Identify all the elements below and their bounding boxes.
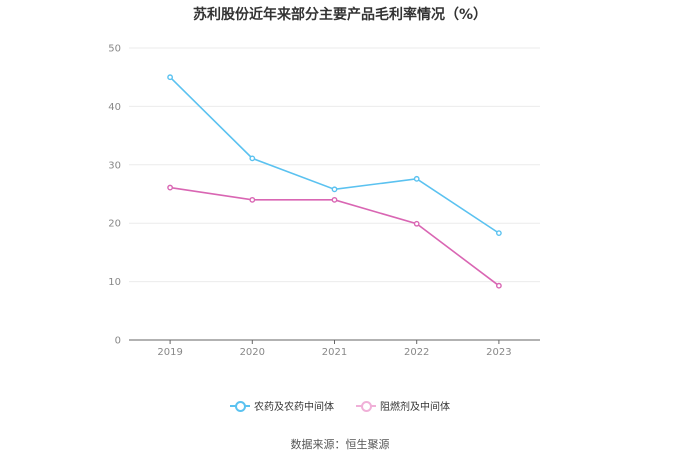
x-tick-label: 2019 bbox=[157, 347, 182, 358]
y-tick-label: 10 bbox=[108, 277, 121, 288]
series-1-point[interactable] bbox=[167, 74, 174, 81]
x-tick-label: 2021 bbox=[322, 347, 347, 358]
series-2-point[interactable] bbox=[249, 196, 256, 203]
series-1-point[interactable] bbox=[495, 230, 502, 237]
grid bbox=[129, 47, 540, 283]
series-group bbox=[167, 74, 502, 289]
legend: 农药及农药中间体 阻燃剂及中间体 bbox=[0, 398, 680, 413]
x-tick-label: 2022 bbox=[404, 347, 429, 358]
legend-label-series-2: 阻燃剂及中间体 bbox=[380, 402, 450, 413]
series-1-point[interactable] bbox=[249, 155, 256, 162]
y-tick-label: 50 bbox=[108, 44, 121, 55]
series-2-point[interactable] bbox=[413, 220, 420, 227]
chart-title: 苏利股份近年来部分主要产品毛利率情况（%） bbox=[192, 7, 488, 23]
legend-item-series-1[interactable]: 农药及农药中间体 bbox=[230, 398, 334, 413]
data-source: 数据来源：恒生聚源 bbox=[290, 438, 390, 451]
series-1-point[interactable] bbox=[413, 175, 420, 182]
series-1-point[interactable] bbox=[331, 186, 338, 193]
y-axis: 0 10 20 30 40 50 bbox=[108, 44, 121, 347]
x-axis: 2019 2020 2021 2022 2023 bbox=[129, 339, 540, 358]
y-tick-label: 40 bbox=[108, 102, 121, 113]
y-tick-label: 0 bbox=[115, 336, 121, 347]
legend-swatch-series-2 bbox=[356, 400, 376, 412]
x-tick-label: 2023 bbox=[486, 347, 511, 358]
x-tick-label: 2020 bbox=[240, 347, 265, 358]
series-2-point[interactable] bbox=[167, 184, 174, 191]
series-line-1 bbox=[169, 76, 500, 234]
series-2-point[interactable] bbox=[495, 282, 502, 289]
legend-item-series-2[interactable]: 阻燃剂及中间体 bbox=[356, 398, 450, 413]
y-tick-label: 20 bbox=[108, 219, 121, 230]
series-2-point[interactable] bbox=[331, 196, 338, 203]
legend-swatch-series-1 bbox=[230, 400, 250, 412]
legend-label-series-1: 农药及农药中间体 bbox=[254, 402, 334, 413]
y-tick-label: 30 bbox=[108, 160, 121, 171]
